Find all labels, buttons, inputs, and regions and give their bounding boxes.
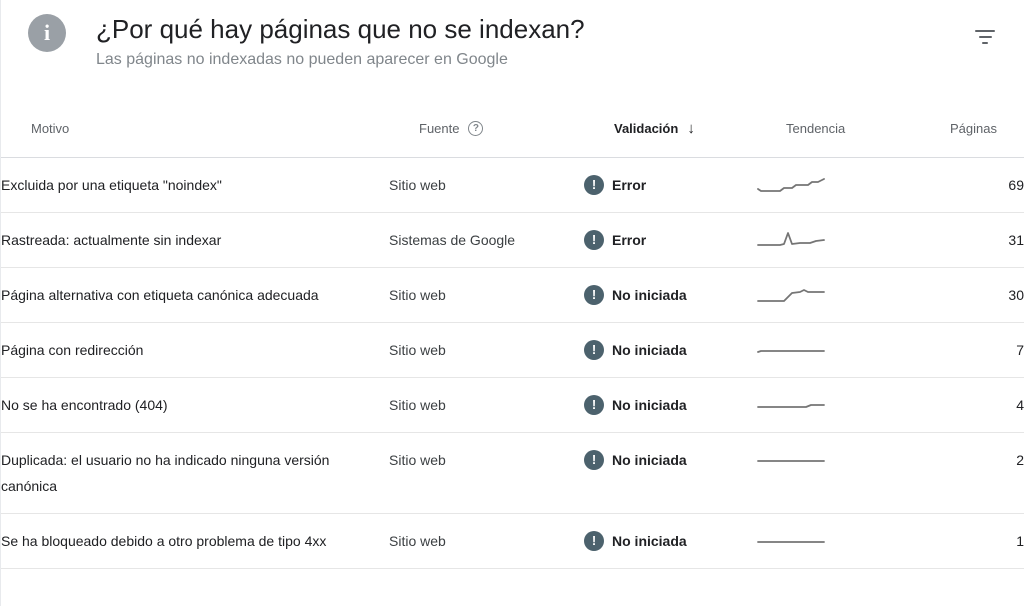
row-validation: ! No iniciada	[584, 392, 756, 418]
table-row[interactable]: Duplicada: el usuario no ha indicado nin…	[1, 433, 1024, 514]
row-reason: Página alternativa con etiqueta canónica…	[1, 287, 319, 303]
page-title: ¿Por qué hay páginas que no se indexan?	[96, 14, 585, 44]
exclamation-icon-glyph: !	[591, 342, 597, 357]
row-validation: ! No iniciada	[584, 282, 756, 308]
row-validation: ! No iniciada	[584, 447, 756, 473]
row-reason: Se ha bloqueado debido a otro problema d…	[1, 533, 327, 549]
row-validation-status: No iniciada	[612, 342, 687, 358]
row-validation-status: Error	[612, 232, 647, 248]
table-row[interactable]: Página con redirección Sitio web ! No in…	[1, 323, 1024, 378]
table-row[interactable]: No se ha encontrado (404) Sitio web ! No…	[1, 378, 1024, 433]
row-source: Sistemas de Google	[389, 232, 516, 248]
table-header-row: Motivo Fuente ? Validación ↓ Tendencia P…	[1, 100, 1024, 158]
column-header-paginas[interactable]: Páginas	[933, 121, 997, 136]
title-block: ¿Por qué hay páginas que no se indexan? …	[96, 12, 585, 71]
column-header-fuente[interactable]: Fuente ?	[419, 121, 614, 136]
filter-bar-2	[978, 36, 992, 38]
table-row[interactable]: Página alternativa con etiqueta canónica…	[1, 268, 1024, 323]
row-source: Sitio web	[389, 452, 446, 468]
row-reason: No se ha encontrado (404)	[1, 397, 168, 413]
info-icon: i	[28, 14, 66, 52]
row-pages-count: 69	[1008, 177, 1024, 193]
panel-header: i ¿Por qué hay páginas que no se indexan…	[1, 0, 1024, 100]
row-source: Sitio web	[389, 397, 446, 413]
help-icon-glyph: ?	[472, 123, 480, 134]
help-icon[interactable]: ?	[468, 121, 484, 136]
exclamation-icon-glyph: !	[591, 232, 597, 247]
filter-bar-1	[975, 30, 995, 32]
exclamation-icon: !	[584, 450, 604, 470]
column-label-motivo: Motivo	[31, 121, 70, 136]
table-body: Excluida por una etiqueta "noindex" Siti…	[1, 158, 1024, 569]
table-row[interactable]: Excluida por una etiqueta "noindex" Siti…	[1, 158, 1024, 213]
trend-sparkline	[756, 392, 903, 416]
column-label-validacion: Validación	[614, 121, 679, 136]
row-validation-status: No iniciada	[612, 452, 687, 468]
row-reason: Duplicada: el usuario no ha indicado nin…	[1, 452, 330, 494]
page-subtitle: Las páginas no indexadas no pueden apare…	[96, 51, 508, 68]
filter-bar-3	[982, 42, 988, 44]
trend-sparkline	[756, 282, 903, 306]
sort-descending-icon: ↓	[687, 120, 695, 137]
exclamation-icon-glyph: !	[591, 452, 597, 467]
column-header-motivo[interactable]: Motivo	[31, 121, 419, 136]
trend-sparkline	[756, 172, 903, 196]
row-pages-count: 31	[1008, 232, 1024, 248]
reasons-table: Motivo Fuente ? Validación ↓ Tendencia P…	[1, 100, 1024, 569]
row-source: Sitio web	[389, 287, 446, 303]
row-validation: ! No iniciada	[584, 337, 756, 363]
exclamation-icon: !	[584, 175, 604, 195]
row-pages-count: 2	[1016, 452, 1024, 468]
row-pages-count: 30	[1008, 287, 1024, 303]
exclamation-icon: !	[584, 395, 604, 415]
table-row[interactable]: Se ha bloqueado debido a otro problema d…	[1, 514, 1024, 569]
row-pages-count: 1	[1016, 533, 1024, 549]
row-pages-count: 7	[1016, 342, 1024, 358]
column-label-paginas: Páginas	[950, 121, 997, 136]
info-icon-glyph: i	[43, 20, 51, 45]
column-header-tendencia[interactable]: Tendencia	[786, 121, 933, 136]
row-validation: ! Error	[584, 227, 756, 253]
column-header-validacion[interactable]: Validación ↓	[614, 120, 786, 137]
exclamation-icon: !	[584, 340, 604, 360]
row-source: Sitio web	[389, 533, 446, 549]
row-source: Sitio web	[389, 177, 446, 193]
exclamation-icon-glyph: !	[591, 397, 597, 412]
column-label-fuente: Fuente	[419, 121, 460, 136]
trend-sparkline	[756, 447, 903, 471]
exclamation-icon-glyph: !	[591, 287, 597, 302]
row-validation: ! Error	[584, 172, 756, 198]
row-validation-status: No iniciada	[612, 287, 687, 303]
row-validation: ! No iniciada	[584, 528, 756, 554]
exclamation-icon: !	[584, 230, 604, 250]
row-reason: Página con redirección	[1, 342, 144, 358]
row-validation-status: No iniciada	[612, 397, 687, 413]
column-label-tendencia: Tendencia	[786, 121, 846, 136]
trend-sparkline	[756, 528, 903, 552]
exclamation-icon-glyph: !	[591, 533, 597, 548]
exclamation-icon: !	[584, 531, 604, 551]
exclamation-icon-glyph: !	[591, 177, 597, 192]
row-reason: Excluida por una etiqueta "noindex"	[1, 177, 222, 193]
trend-sparkline	[756, 337, 903, 361]
row-validation-status: No iniciada	[612, 533, 687, 549]
filter-sort-icon[interactable]	[972, 24, 998, 50]
trend-sparkline	[756, 227, 903, 251]
exclamation-icon: !	[584, 285, 604, 305]
row-pages-count: 4	[1016, 397, 1024, 413]
row-reason: Rastreada: actualmente sin indexar	[1, 232, 222, 248]
row-validation-status: Error	[612, 177, 647, 193]
row-source: Sitio web	[389, 342, 446, 358]
table-row[interactable]: Rastreada: actualmente sin indexar Siste…	[1, 213, 1024, 268]
